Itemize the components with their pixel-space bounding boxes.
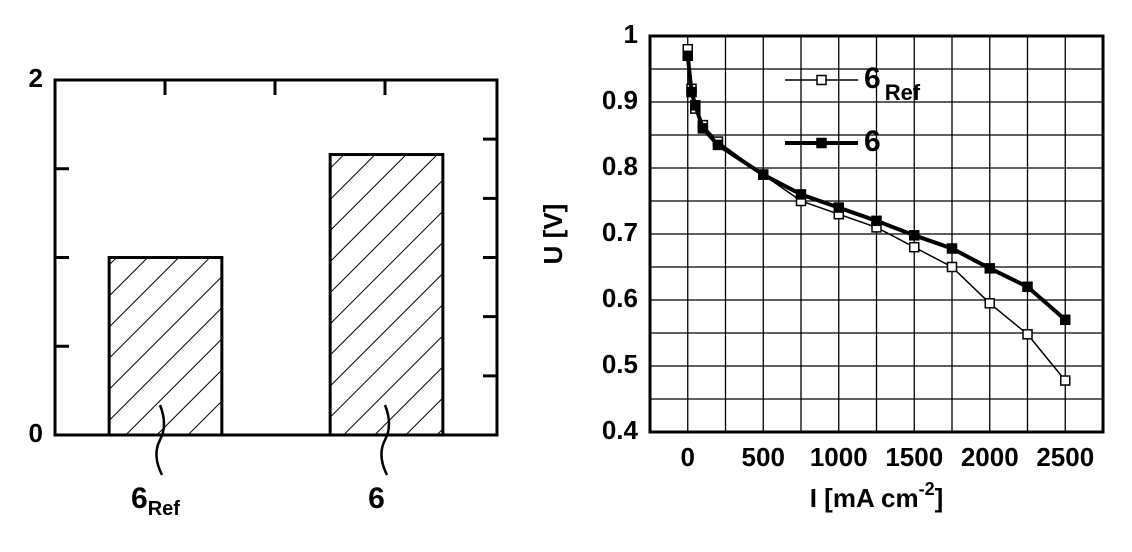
marker bbox=[834, 203, 843, 212]
x-tick-label: 1000 bbox=[810, 442, 868, 472]
marker bbox=[1023, 330, 1032, 339]
marker bbox=[713, 140, 722, 149]
legend-name: 6 bbox=[864, 62, 881, 95]
x-axis-label-main: I [mA cm bbox=[810, 483, 919, 513]
y-tick-label: 0.4 bbox=[602, 415, 639, 445]
x-tick-label: 2500 bbox=[1036, 442, 1094, 472]
marker bbox=[1061, 376, 1070, 385]
y-tick-label: 0.5 bbox=[602, 349, 638, 379]
x-tick-label: 2000 bbox=[961, 442, 1019, 472]
marker bbox=[872, 216, 881, 225]
x-axis-label-end: ] bbox=[935, 483, 944, 513]
bar bbox=[109, 258, 222, 436]
marker bbox=[683, 51, 692, 60]
x-axis-label: I [mA cm-2] bbox=[810, 479, 944, 513]
legend-marker bbox=[817, 76, 826, 85]
marker bbox=[759, 170, 768, 179]
y-tick-label: 0.9 bbox=[602, 85, 638, 115]
x-tick-label: 6 bbox=[368, 482, 385, 515]
marker bbox=[797, 190, 806, 199]
category: 6 bbox=[368, 482, 385, 515]
x-tick-label: 0 bbox=[681, 442, 695, 472]
marker bbox=[1023, 282, 1032, 291]
y-tick-label: 0.8 bbox=[602, 151, 638, 181]
y-tick-label: 0 bbox=[29, 418, 43, 448]
bar bbox=[330, 155, 443, 435]
marker bbox=[910, 243, 919, 252]
legend-marker bbox=[817, 139, 826, 148]
category-subscript: Ref bbox=[148, 498, 181, 520]
marker bbox=[698, 124, 707, 133]
page: 6Ref602050010001500200025000.40.50.60.70… bbox=[0, 0, 1132, 552]
marker bbox=[691, 101, 700, 110]
marker bbox=[687, 88, 696, 97]
marker bbox=[910, 231, 919, 240]
marker bbox=[948, 244, 957, 253]
y-tick-label: 2 bbox=[29, 63, 43, 93]
legend-name: 6 bbox=[864, 125, 881, 158]
x-tick-label: 500 bbox=[742, 442, 785, 472]
x-tick-label: 6Ref bbox=[131, 482, 180, 520]
marker bbox=[985, 264, 994, 273]
y-tick-label: 0.6 bbox=[602, 283, 638, 313]
legend-label: 6 bbox=[864, 125, 881, 158]
y-axis-label: U [V] bbox=[538, 204, 568, 265]
category: 6 bbox=[131, 482, 148, 515]
x-axis-label-superscript: -2 bbox=[919, 479, 935, 499]
y-tick-label: 1 bbox=[624, 19, 638, 49]
y-tick-label: 0.7 bbox=[602, 217, 638, 247]
x-tick-label: 1500 bbox=[885, 442, 943, 472]
top-ticks bbox=[165, 80, 385, 95]
legend-subscript: Ref bbox=[885, 80, 921, 105]
figure: 6Ref602050010001500200025000.40.50.60.70… bbox=[0, 0, 1132, 552]
marker bbox=[1061, 315, 1070, 324]
marker bbox=[948, 263, 957, 272]
marker bbox=[985, 299, 994, 308]
